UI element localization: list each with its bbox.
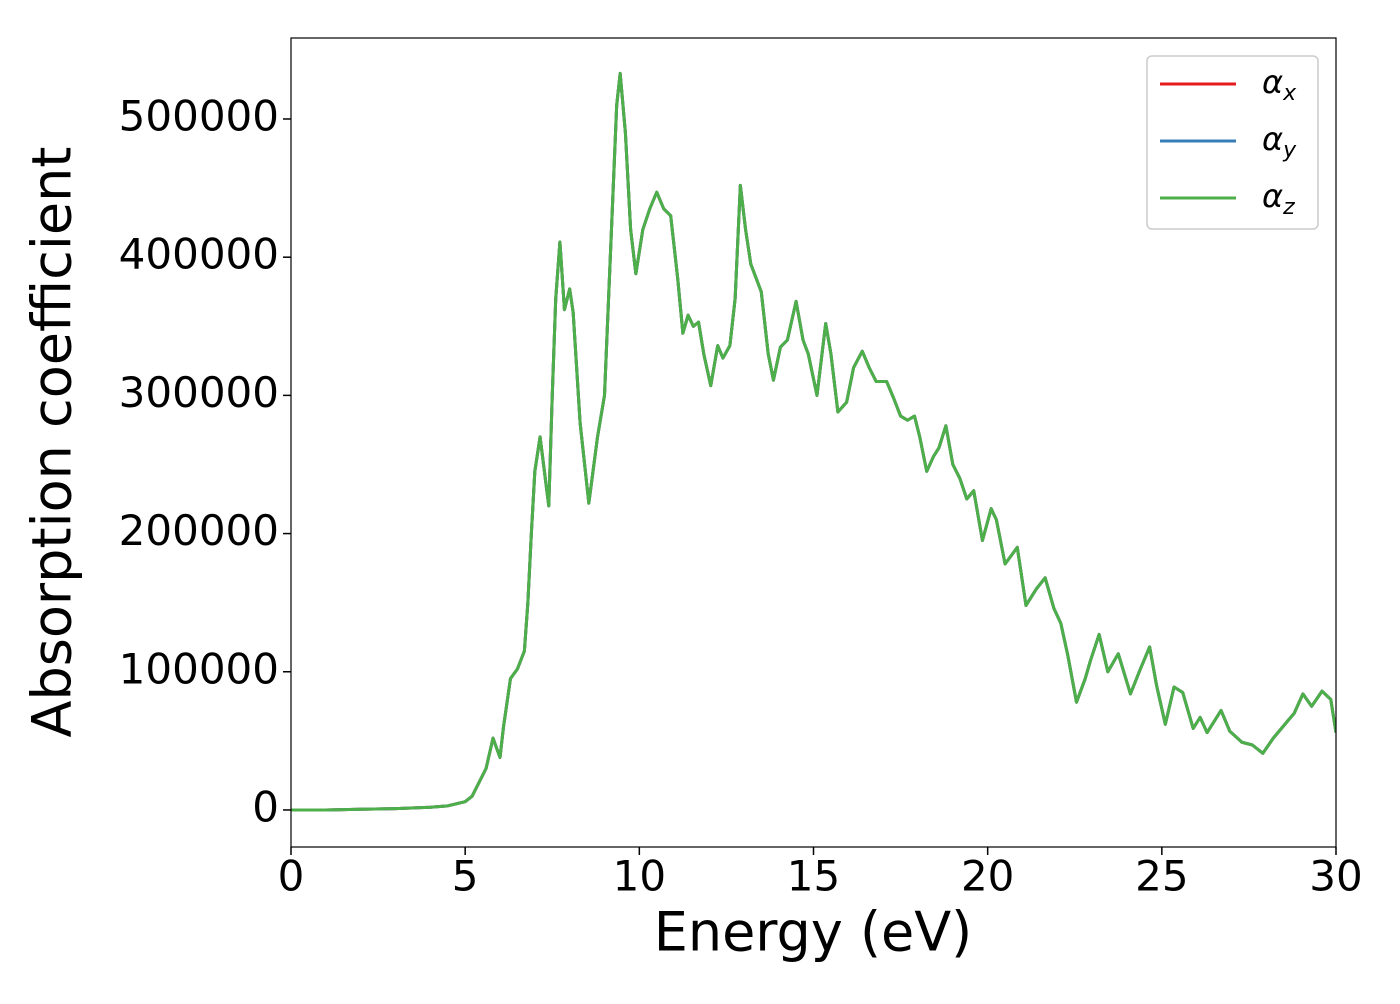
y-tick-label: 200000 [119, 506, 279, 555]
legend-label: αy [1262, 120, 1297, 163]
x-tick-label: 25 [1135, 852, 1188, 901]
series-line [291, 71, 1336, 812]
x-tick-label: 10 [613, 852, 666, 901]
x-tick-label: 5 [452, 852, 479, 901]
y-axis-label: Absorption coefficient [21, 147, 84, 738]
x-axis-label: Energy (eV) [654, 901, 973, 964]
y-tick-label: 400000 [119, 230, 279, 279]
x-tick-label: 15 [787, 852, 840, 901]
y-tick-label: 500000 [119, 91, 279, 140]
plot-frame [290, 37, 1337, 848]
y-tick-label: 100000 [119, 644, 279, 693]
x-tick-label: 30 [1309, 852, 1362, 901]
legend-label: αz [1262, 177, 1295, 220]
y-tick-label: 300000 [119, 368, 279, 417]
legend-label: αx [1262, 63, 1297, 106]
y-tick-label: 0 [252, 782, 279, 831]
x-tick-label: 20 [961, 852, 1014, 901]
x-tick-label: 0 [278, 852, 305, 901]
